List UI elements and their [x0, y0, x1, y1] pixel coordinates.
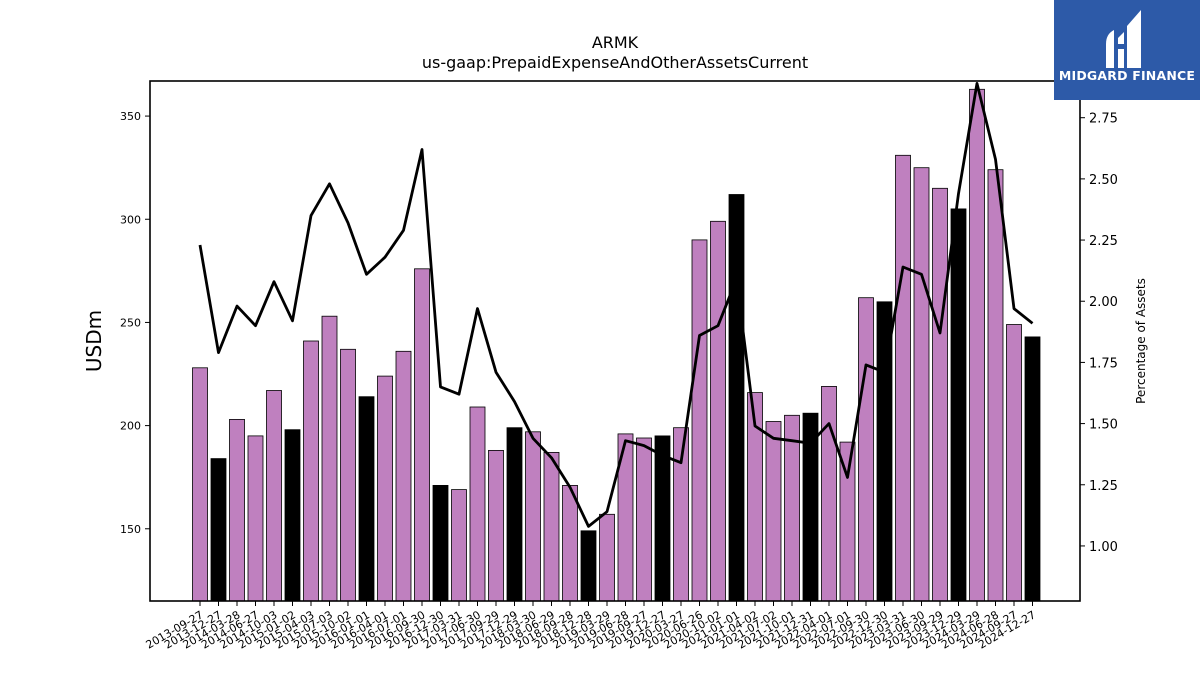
y-axis-label: USDm [82, 310, 106, 372]
brand-logo: MIDGARD FINANCE [1054, 0, 1200, 100]
bar-2020-06-26 [691, 239, 708, 602]
bar-2021-01-01 [728, 194, 745, 602]
y2-tick-label: 2.25 [1089, 234, 1118, 249]
midgard-logo-icon [1106, 10, 1141, 68]
bar-2015-04-03 [303, 340, 319, 602]
bar-2016-09-30 [414, 268, 430, 602]
bar-2014-10-03 [266, 390, 282, 602]
bar-2018-06-29 [543, 451, 560, 602]
chart-title: ARMK [592, 33, 639, 52]
bar-2016-07-01 [395, 350, 412, 602]
bar-2023-12-29 [950, 208, 967, 602]
bar-2014-03-28 [229, 418, 245, 602]
y2-tick-label: 1.75 [1089, 356, 1118, 371]
y2-tick-label: 2.50 [1089, 173, 1118, 188]
bar-2023-06-30 [913, 167, 930, 602]
bar-2013-09-27 [192, 367, 208, 602]
bar-2016-04-01 [377, 375, 393, 602]
bar-2024-12-27 [1024, 336, 1041, 602]
chart-subtitle: us-gaap:PrepaidExpenseAndOtherAssetsCurr… [422, 53, 808, 72]
y-axis-left: 150 200 250 300 350 [120, 110, 150, 536]
bar-2016-01-01 [358, 396, 375, 602]
bar-2019-12-27 [654, 435, 671, 602]
y-tick-label: 150 [120, 523, 141, 536]
brand-name: MIDGARD FINANCE [1058, 68, 1196, 83]
bar-2017-12-29 [506, 427, 523, 602]
bar-2015-07-03 [321, 315, 338, 602]
bar-series [192, 88, 1041, 602]
bar-2023-09-29 [932, 187, 948, 602]
bar-2021-10-01 [784, 414, 800, 602]
bar-2020-10-02 [710, 220, 726, 602]
y2-tick-label: 1.25 [1089, 479, 1118, 494]
bar-2019-03-29 [599, 513, 615, 602]
bar-2022-09-30 [858, 297, 874, 602]
bar-2024-09-27 [1006, 324, 1022, 602]
y2-tick-label: 1.00 [1089, 540, 1118, 555]
bar-2022-04-01 [821, 385, 837, 602]
y-axis-right: 1.00 1.25 1.50 1.75 2.00 2.25 2.50 2.75 [1080, 112, 1118, 555]
bar-2018-09-28 [562, 484, 578, 602]
bar-2016-12-30 [432, 484, 449, 602]
bar-2019-09-27 [636, 437, 652, 602]
plot-frame [149, 80, 1081, 602]
bar-2018-03-30 [525, 431, 541, 602]
bar-2018-12-28 [580, 530, 597, 602]
bar-2023-03-31 [895, 154, 911, 602]
bar-2015-10-02 [340, 348, 356, 602]
y2-tick-label: 1.50 [1089, 418, 1118, 433]
y-tick-label: 200 [120, 420, 141, 433]
bar-2024-03-29 [969, 88, 985, 602]
bar-2017-09-29 [488, 449, 504, 602]
y2-tick-label: 2.00 [1089, 295, 1118, 310]
bar-2024-06-28 [987, 169, 1004, 602]
bar-2017-03-31 [451, 489, 467, 602]
bar-2017-06-30 [469, 406, 486, 602]
y-tick-label: 300 [120, 213, 141, 226]
bar-2014-06-27 [247, 435, 264, 602]
x-axis: 2013-09-272013-12-272014-03-282014-06-27… [144, 601, 1038, 652]
y2-axis-label: Percentage of Assets [1134, 278, 1148, 404]
bar-2015-01-02 [284, 429, 301, 602]
y-tick-label: 350 [120, 110, 141, 123]
bar-2013-12-27 [210, 458, 227, 602]
y-tick-label: 250 [120, 316, 141, 329]
bar-2021-07-02 [765, 421, 782, 602]
percentage-line [198, 82, 1034, 528]
y2-tick-label: 2.75 [1089, 112, 1118, 127]
